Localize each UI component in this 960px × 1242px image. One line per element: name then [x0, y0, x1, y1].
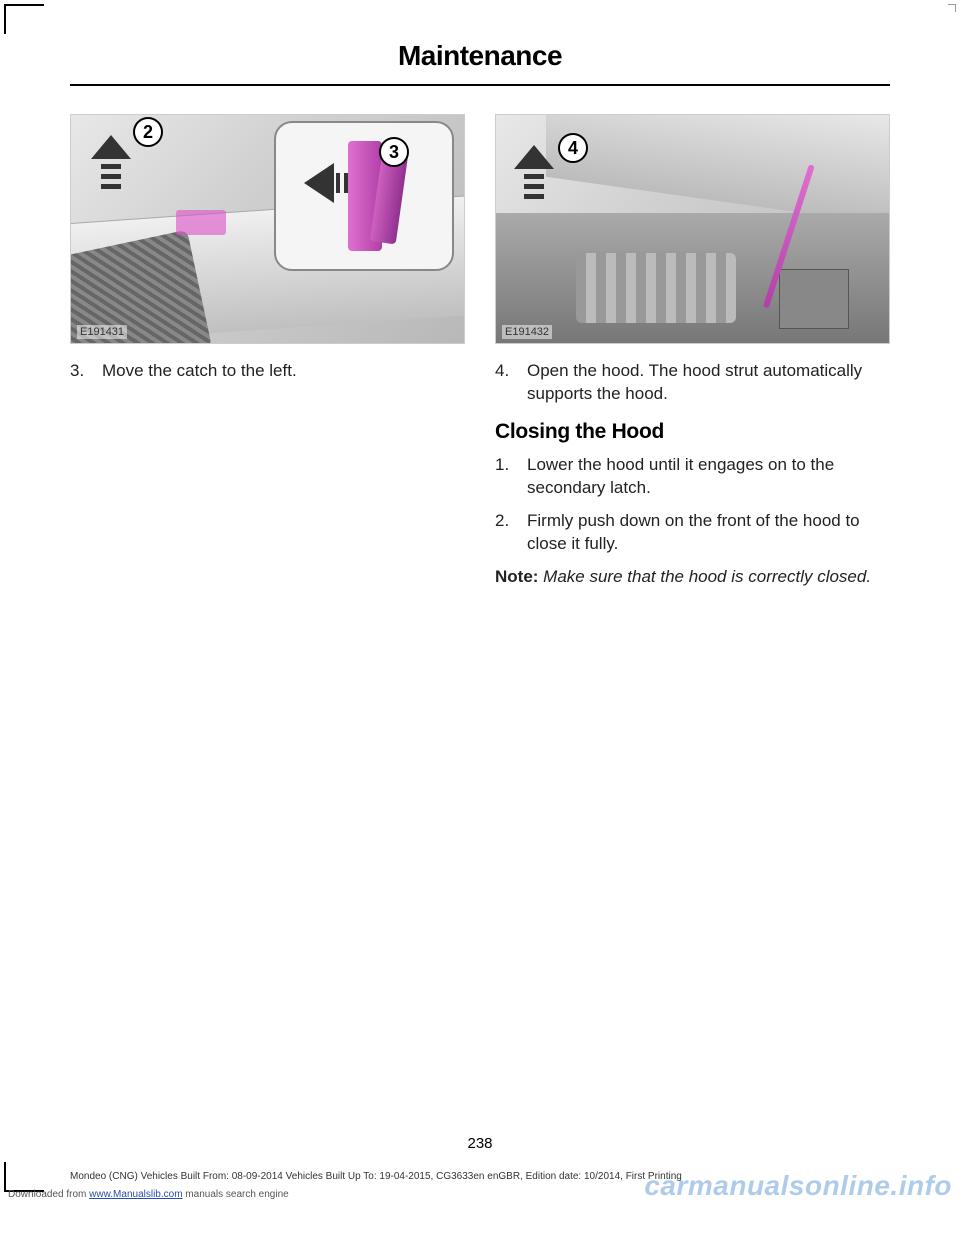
closing-step-1-number: 1. [495, 454, 515, 500]
page-content: Maintenance 2 3 E191431 3 [0, 0, 960, 589]
hood-underside-graphic [546, 114, 889, 225]
engine-block-graphic [576, 253, 736, 323]
arrow-up-icon [514, 145, 554, 205]
figure-hood-open: 4 E191432 [495, 114, 890, 344]
left-column: 2 3 E191431 3. Move the catch to the lef… [70, 114, 465, 589]
download-source-line: Downloaded from www.Manualslib.com manua… [8, 1189, 289, 1200]
crop-mark-top-left [4, 4, 44, 34]
figure-reference-right: E191432 [502, 325, 552, 339]
step-3: 3. Move the catch to the left. [70, 360, 465, 383]
figure-hood-catch: 2 3 E191431 [70, 114, 465, 344]
callout-2: 2 [133, 117, 163, 147]
arrow-up-icon [91, 135, 131, 195]
callout-4: 4 [558, 133, 588, 163]
download-prefix: Downloaded from [8, 1189, 89, 1200]
closing-step-2-text: Firmly push down on the front of the hoo… [527, 510, 890, 556]
arrow-left-icon [284, 163, 334, 203]
closing-step-1-text: Lower the hood until it engages on to th… [527, 454, 890, 500]
watermark-text: carmanualsonline.info [644, 1170, 952, 1202]
component-box-graphic [779, 269, 849, 329]
crop-mark-bottom-left [4, 1162, 44, 1192]
inset-detail-view [274, 121, 454, 271]
closing-step-1: 1. Lower the hood until it engages on to… [495, 454, 890, 500]
closing-step-2-number: 2. [495, 510, 515, 556]
figure-reference-left: E191431 [77, 325, 127, 339]
page-number: 238 [0, 1135, 960, 1152]
step-4-text: Open the hood. The hood strut automatica… [527, 360, 890, 406]
page-title: Maintenance [70, 40, 890, 86]
note-paragraph: Note: Make sure that the hood is correct… [495, 566, 890, 589]
right-column: 4 E191432 4. Open the hood. The hood str… [495, 114, 890, 589]
note-label: Note: [495, 567, 538, 586]
step-3-number: 3. [70, 360, 90, 383]
note-text: Make sure that the hood is correctly clo… [538, 567, 871, 586]
closing-hood-heading: Closing the Hood [495, 420, 890, 444]
closing-step-2: 2. Firmly push down on the front of the … [495, 510, 890, 556]
callout-3: 3 [379, 137, 409, 167]
two-column-layout: 2 3 E191431 3. Move the catch to the lef… [70, 114, 890, 589]
step-3-text: Move the catch to the left. [102, 360, 297, 383]
step-4: 4. Open the hood. The hood strut automat… [495, 360, 890, 406]
step-4-number: 4. [495, 360, 515, 406]
crop-mark-top-right [948, 4, 956, 12]
download-suffix: manuals search engine [183, 1189, 289, 1200]
catch-highlight [176, 210, 226, 235]
download-link[interactable]: www.Manualslib.com [89, 1189, 182, 1200]
